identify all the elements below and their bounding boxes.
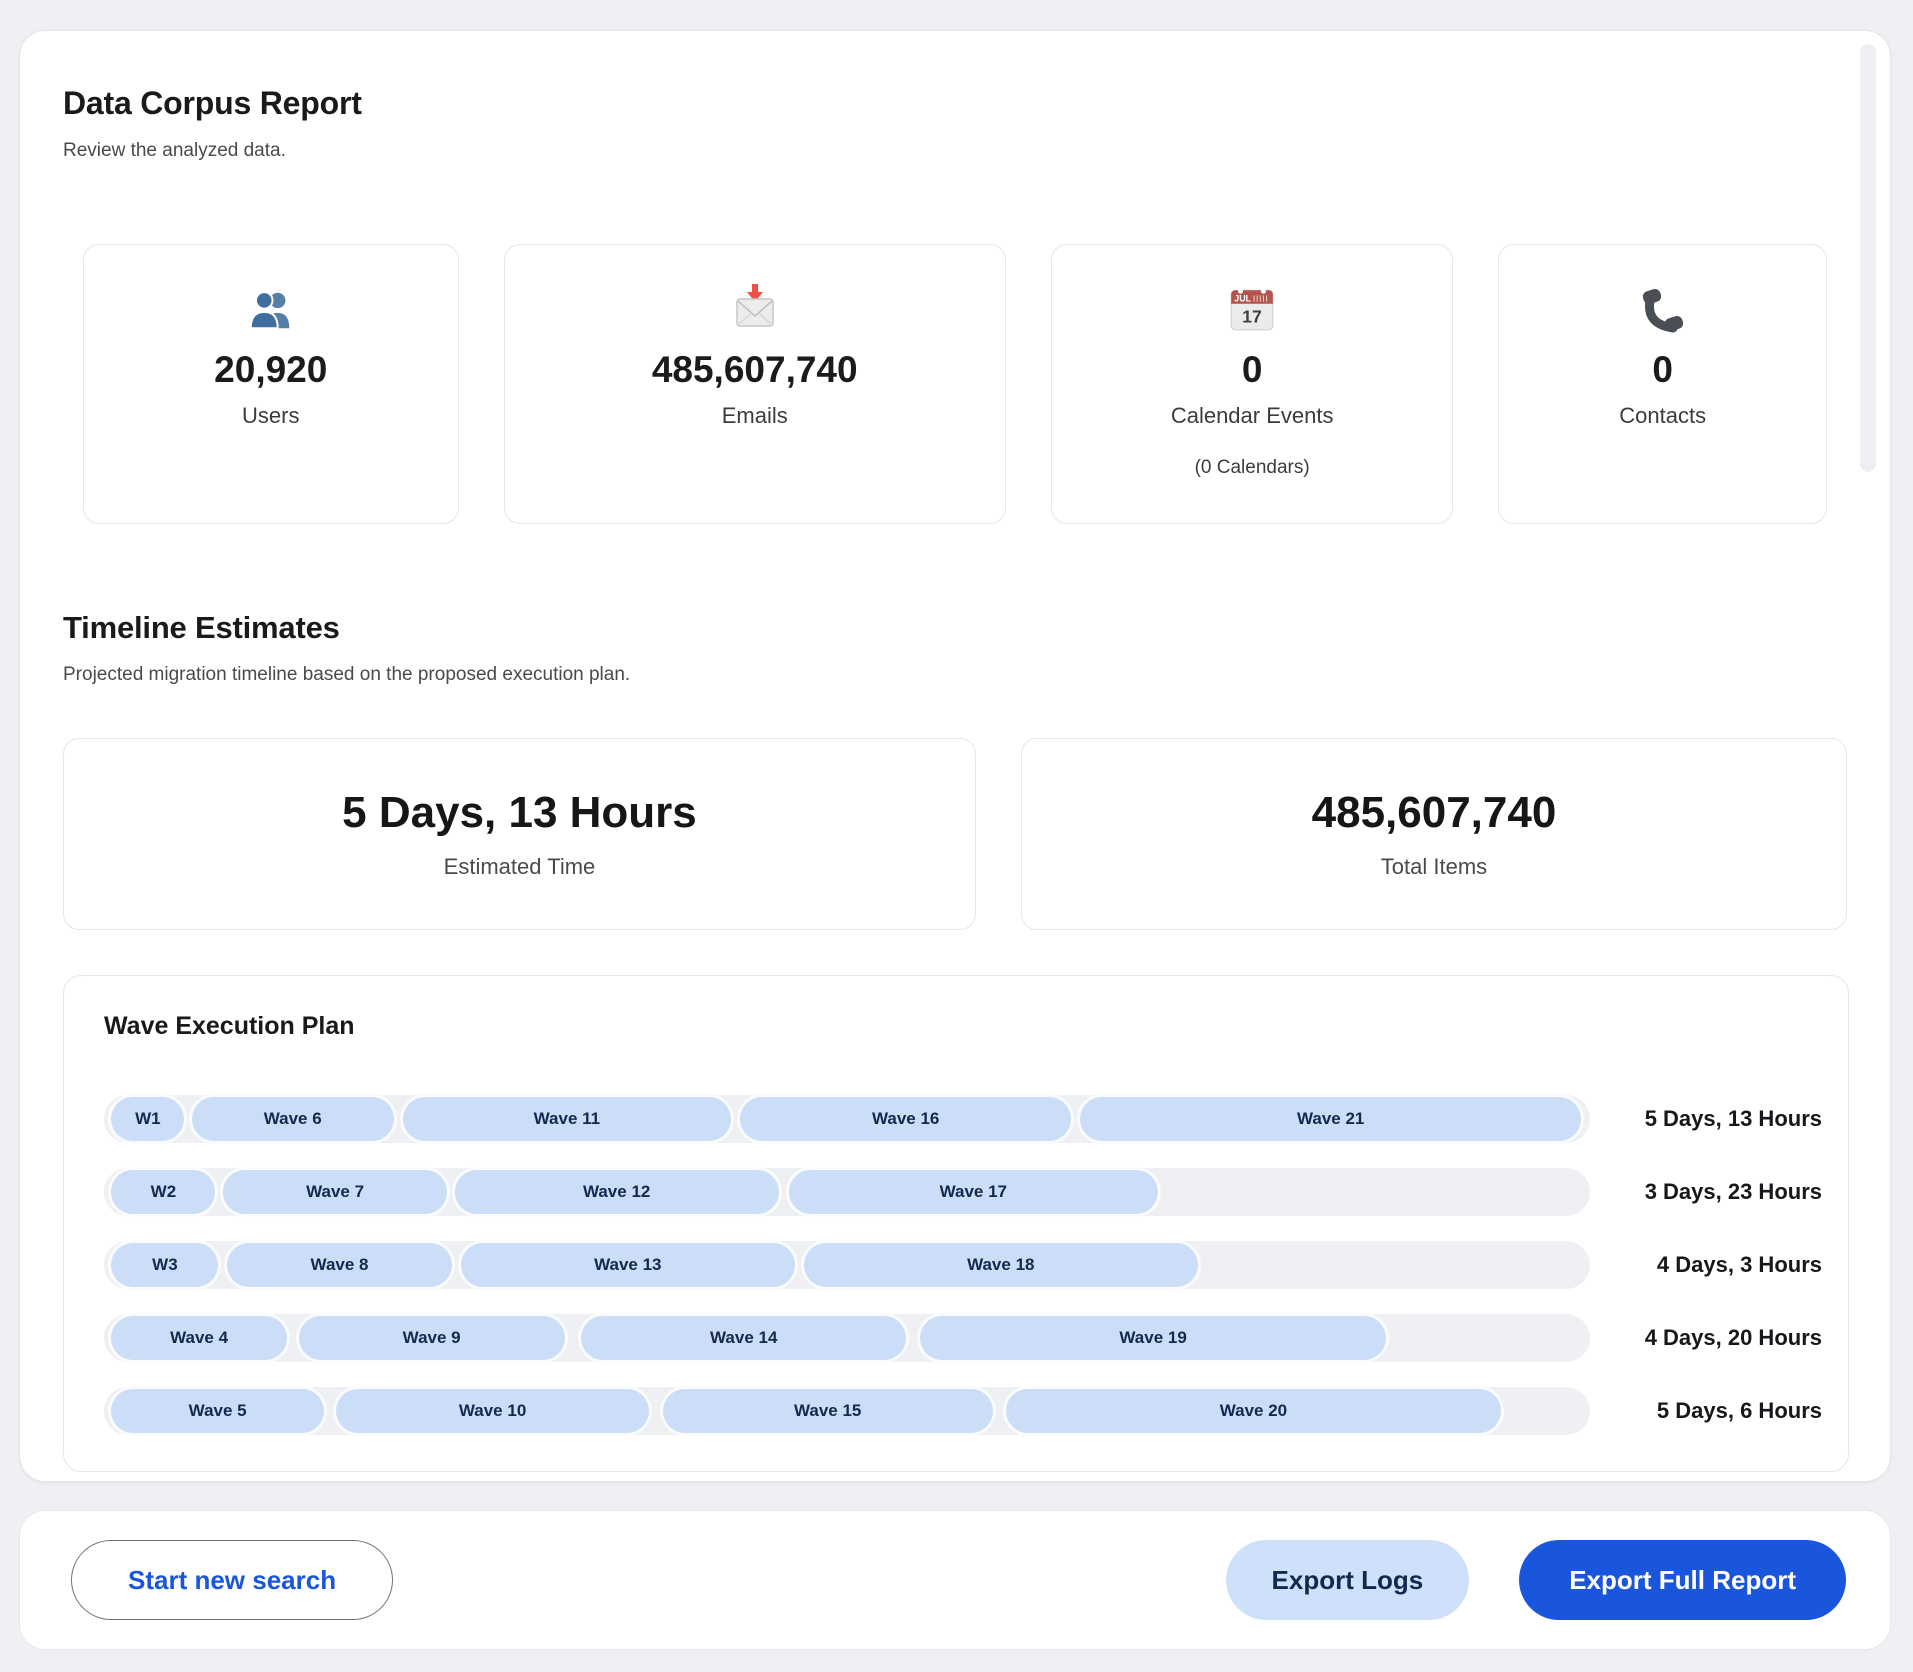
wave-row-duration: 3 Days, 23 Hours [1602, 1179, 1822, 1205]
stat-value: 0 [1242, 349, 1263, 391]
stat-value: 0 [1652, 349, 1673, 391]
report-card: Data Corpus Report Review the analyzed d… [19, 30, 1891, 1482]
stat-label: Contacts [1619, 403, 1706, 429]
footer-bar: Start new search Export Logs Export Full… [19, 1510, 1891, 1650]
wave-track: Wave 5 Wave 10 Wave 15 Wave 20 [104, 1387, 1590, 1435]
wave-segment-wave-8: Wave 8 [227, 1243, 451, 1287]
wave-segment-wave-13: Wave 13 [461, 1243, 795, 1287]
wave-track: W3Wave 8Wave 13Wave 18 [104, 1241, 1590, 1289]
wave-rows: W1Wave 6Wave 11Wave 16Wave 21 5 Days, 13… [104, 1095, 1822, 1435]
wave-segment-wave-12: Wave 12 [455, 1170, 779, 1214]
stat-card-calendar-events: JUL 17 0 Calendar Events (0 Calendars) [1051, 244, 1454, 524]
footer-right-group: Export Logs Export Full Report [1226, 1540, 1846, 1620]
wave-track: W1Wave 6Wave 11Wave 16Wave 21 [104, 1095, 1590, 1143]
wave-plan-title: Wave Execution Plan [104, 1012, 1822, 1041]
stat-card-emails: 485,607,740 Emails [504, 244, 1006, 524]
wave-segment-w2: W2 [111, 1170, 215, 1214]
wave-row-4: Wave 4 Wave 9 Wave 14 Wave 19 4 Days, 20 Ho… [104, 1314, 1822, 1362]
wave-row-3: W3Wave 8Wave 13Wave 18 4 Days, 3 Hours [104, 1241, 1822, 1289]
wave-segment-wave-18: Wave 18 [804, 1243, 1198, 1287]
summary-card-total-items: 485,607,740 Total Items [1021, 738, 1847, 930]
summary-label: Estimated Time [444, 854, 596, 880]
wave-segment-wave-7: Wave 7 [223, 1170, 447, 1214]
summary-value: 5 Days, 13 Hours [342, 788, 697, 838]
phone-icon [1639, 286, 1687, 334]
stats-row: 20,920 Users 485,607,740 Emails [83, 244, 1827, 524]
stat-label: Users [242, 403, 299, 429]
stat-label: Calendar Events [1171, 403, 1334, 429]
wave-segment-wave-21: Wave 21 [1080, 1097, 1581, 1141]
wave-segment-wave-5: Wave 5 [111, 1389, 323, 1433]
stat-card-users: 20,920 Users [83, 244, 459, 524]
svg-text:JUL: JUL [1234, 294, 1251, 304]
wave-segment-wave-10: Wave 10 [336, 1389, 650, 1433]
wave-segment-wave-15: Wave 15 [663, 1389, 993, 1433]
summary-card-estimated-time: 5 Days, 13 Hours Estimated Time [63, 738, 976, 930]
stat-value: 20,920 [214, 349, 327, 391]
users-icon [246, 283, 296, 337]
wave-row-duration: 4 Days, 20 Hours [1602, 1325, 1822, 1351]
page: Data Corpus Report Review the analyzed d… [0, 0, 1913, 1672]
wave-row-5: Wave 5 Wave 10 Wave 15 Wave 20 5 Days, 6 Ho… [104, 1387, 1822, 1435]
phone-icon [1639, 283, 1687, 337]
wave-row-duration: 4 Days, 3 Hours [1602, 1252, 1822, 1278]
wave-segment-w3: W3 [111, 1243, 218, 1287]
summary-label: Total Items [1381, 854, 1487, 880]
timeline-title: Timeline Estimates [63, 610, 1847, 646]
start-new-search-button[interactable]: Start new search [71, 1540, 393, 1620]
wave-segment-wave-11: Wave 11 [403, 1097, 731, 1141]
wave-segment-wave-16: Wave 16 [740, 1097, 1071, 1141]
svg-text:17: 17 [1242, 307, 1262, 327]
calendar-icon: JUL 17 [1227, 283, 1277, 337]
wave-track: W2Wave 7Wave 12Wave 17 [104, 1168, 1590, 1216]
wave-segment-wave-20: Wave 20 [1006, 1389, 1501, 1433]
wave-row-1: W1Wave 6Wave 11Wave 16Wave 21 5 Days, 13… [104, 1095, 1822, 1143]
wave-segment-wave-14: Wave 14 [581, 1316, 906, 1360]
stat-value: 485,607,740 [652, 349, 858, 391]
export-logs-button[interactable]: Export Logs [1226, 1540, 1470, 1620]
wave-segment-wave-19: Wave 19 [920, 1316, 1387, 1360]
users-icon [246, 288, 296, 332]
email-icon [729, 283, 781, 337]
stat-note: (0 Calendars) [1195, 457, 1310, 479]
wave-segment-w1: W1 [111, 1097, 184, 1141]
email-icon [729, 283, 781, 337]
calendar-icon: JUL 17 [1227, 285, 1277, 335]
wave-row-duration: 5 Days, 13 Hours [1602, 1106, 1822, 1132]
wave-segment-wave-4: Wave 4 [111, 1316, 286, 1360]
scrollbar-thumb[interactable] [1860, 44, 1876, 472]
timeline-subtitle: Projected migration timeline based on th… [63, 664, 1847, 686]
wave-segment-wave-6: Wave 6 [192, 1097, 394, 1141]
stat-label: Emails [722, 403, 788, 429]
summary-value: 485,607,740 [1312, 788, 1557, 838]
wave-row-duration: 5 Days, 6 Hours [1602, 1398, 1822, 1424]
timeline-summary-row: 5 Days, 13 Hours Estimated Time 485,607,… [63, 738, 1847, 930]
wave-row-2: W2Wave 7Wave 12Wave 17 3 Days, 23 Hours [104, 1168, 1822, 1216]
export-full-report-button[interactable]: Export Full Report [1519, 1540, 1846, 1620]
page-title: Data Corpus Report [63, 85, 1847, 122]
page-subtitle: Review the analyzed data. [63, 140, 1847, 162]
stat-card-contacts: 0 Contacts [1498, 244, 1827, 524]
wave-track: Wave 4 Wave 9 Wave 14 Wave 19 [104, 1314, 1590, 1362]
wave-segment-wave-17: Wave 17 [789, 1170, 1158, 1214]
wave-plan-card: Wave Execution Plan W1Wave 6Wave 11Wave … [63, 975, 1849, 1472]
wave-segment-wave-9: Wave 9 [299, 1316, 565, 1360]
